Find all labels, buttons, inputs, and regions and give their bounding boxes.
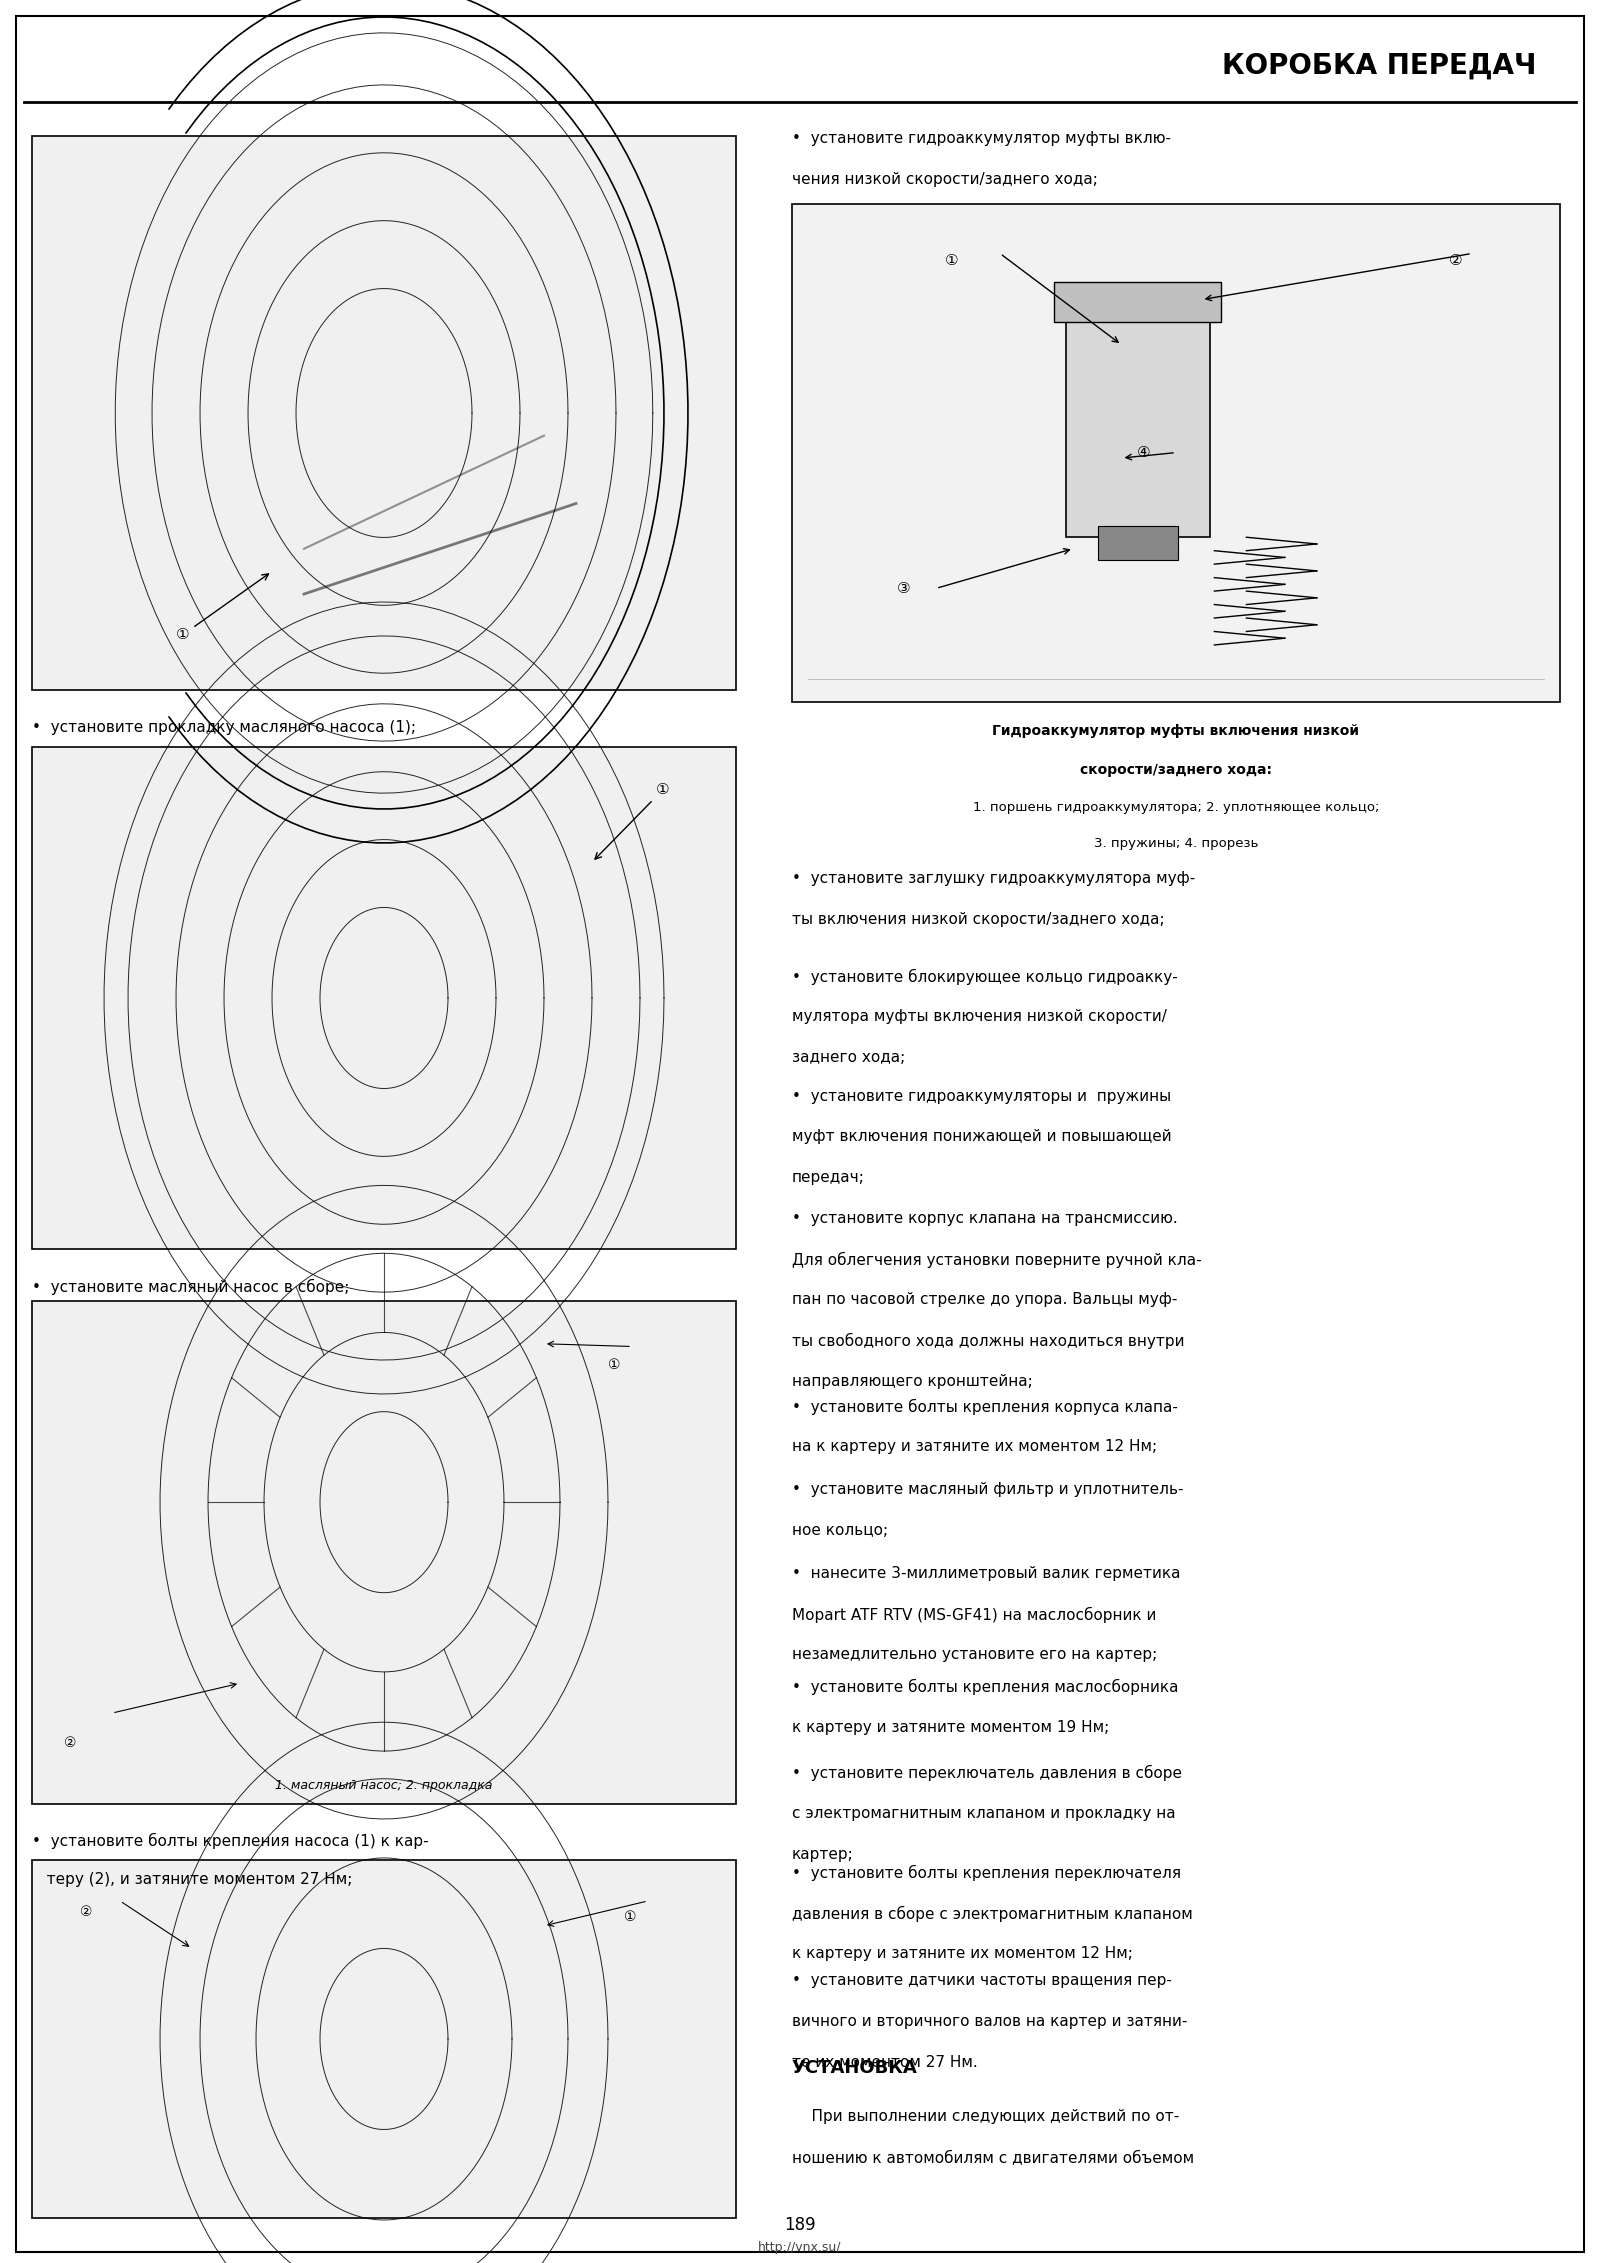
Text: ты включения низкой скорости/заднего хода;: ты включения низкой скорости/заднего ход… (792, 912, 1165, 928)
Text: ③: ③ (898, 582, 910, 595)
Text: давления в сборе с электромагнитным клапаном: давления в сборе с электромагнитным клап… (792, 1905, 1192, 1921)
Bar (1098, 525, 1178, 559)
Bar (1066, 287, 1210, 536)
Text: •  установите болты крепления переключателя: • установите болты крепления переключате… (792, 1865, 1181, 1881)
Text: •  установите прокладку масляного насоса (1);: • установите прокладку масляного насоса … (32, 720, 416, 735)
Text: ①: ① (595, 783, 670, 860)
Text: чения низкой скорости/заднего хода;: чения низкой скорости/заднего хода; (792, 172, 1098, 188)
Text: •  установите блокирующее кольцо гидроакку-: • установите блокирующее кольцо гидроакк… (792, 969, 1178, 984)
Text: заднего хода;: заднего хода; (792, 1050, 906, 1066)
Text: мулятора муфты включения низкой скорости/: мулятора муфты включения низкой скорости… (792, 1009, 1166, 1025)
Text: ношению к автомобилям с двигателями объемом: ношению к автомобилям с двигателями объе… (792, 2150, 1194, 2166)
Text: те их моментом 27 Нм.: те их моментом 27 Нм. (792, 2055, 978, 2071)
Text: пан по часовой стрелке до упора. Вальцы муф-: пан по часовой стрелке до упора. Вальцы … (792, 1292, 1178, 1308)
Text: на к картеру и затяните их моментом 12 Нм;: на к картеру и затяните их моментом 12 Н… (792, 1439, 1157, 1455)
Text: 189: 189 (784, 2215, 816, 2234)
Text: •  установите болты крепления маслосборника: • установите болты крепления маслосборни… (792, 1679, 1179, 1695)
Text: незамедлительно установите его на картер;: незамедлительно установите его на картер… (792, 1647, 1157, 1663)
Text: http://vnx.su/: http://vnx.su/ (758, 2240, 842, 2254)
Bar (32, 1860, 736, 2218)
Text: УСТАНОВКА: УСТАНОВКА (792, 2059, 918, 2077)
Bar (32, 1301, 736, 1804)
Bar (32, 747, 736, 1249)
Text: картер;: картер; (792, 1847, 854, 1862)
Text: •  установите масляный фильтр и уплотнитель-: • установите масляный фильтр и уплотните… (792, 1482, 1184, 1498)
Text: ты свободного хода должны находиться внутри: ты свободного хода должны находиться вну… (792, 1333, 1184, 1349)
Text: •  нанесите 3-миллиметровый валик герметика: • нанесите 3-миллиметровый валик гермети… (792, 1566, 1181, 1582)
Text: •  установите масляный насос в сборе;: • установите масляный насос в сборе; (32, 1279, 349, 1294)
Text: вичного и вторичного валов на картер и затяни-: вичного и вторичного валов на картер и з… (792, 2014, 1187, 2030)
Text: скорости/заднего хода:: скорости/заднего хода: (1080, 763, 1272, 776)
Text: к картеру и затяните моментом 19 Нм;: к картеру и затяните моментом 19 Нм; (792, 1720, 1109, 1736)
Text: к картеру и затяните их моментом 12 Нм;: к картеру и затяните их моментом 12 Нм; (792, 1946, 1133, 1962)
Text: •  установите корпус клапана на трансмиссию.: • установите корпус клапана на трансмисс… (792, 1211, 1178, 1227)
Text: 3. пружины; 4. прорезь: 3. пружины; 4. прорезь (1094, 837, 1258, 851)
Text: ное кольцо;: ное кольцо; (792, 1523, 888, 1539)
Text: Mopart ATF RTV (MS-GF41) на маслосборник и: Mopart ATF RTV (MS-GF41) на маслосборник… (792, 1607, 1157, 1623)
Text: ②: ② (1450, 253, 1462, 267)
Text: •  установите переключатель давления в сборе: • установите переключатель давления в сб… (792, 1765, 1182, 1781)
Text: •  установите болты крепления корпуса клапа-: • установите болты крепления корпуса кла… (792, 1399, 1178, 1414)
Text: КОРОБКА ПЕРЕДАЧ: КОРОБКА ПЕРЕДАЧ (1222, 52, 1536, 79)
Text: 1. поршень гидроаккумулятора; 2. уплотняющее кольцо;: 1. поршень гидроаккумулятора; 2. уплотня… (973, 801, 1379, 815)
Text: ②: ② (64, 1736, 77, 1749)
Text: передач;: передач; (792, 1170, 866, 1186)
Text: 1. масляный насос; 2. прокладка: 1. масляный насос; 2. прокладка (275, 1779, 493, 1792)
Text: направляющего кронштейна;: направляющего кронштейна; (792, 1374, 1032, 1389)
Bar (32, 136, 736, 690)
Text: муфт включения понижающей и повышающей: муфт включения понижающей и повышающей (792, 1129, 1171, 1145)
Text: с электромагнитным клапаном и прокладку на: с электромагнитным клапаном и прокладку … (792, 1806, 1176, 1822)
Text: •  установите гидроаккумулятор муфты вклю-: • установите гидроаккумулятор муфты вклю… (792, 131, 1171, 147)
Text: ②: ② (80, 1905, 93, 1919)
Text: При выполнении следующих действий по от-: При выполнении следующих действий по от- (792, 2109, 1179, 2125)
Text: Гидроаккумулятор муфты включения низкой: Гидроаккумулятор муфты включения низкой (992, 724, 1360, 738)
Bar (792, 204, 1560, 702)
Text: ①: ① (946, 253, 958, 267)
Text: ①: ① (624, 1910, 637, 1924)
Text: •  установите датчики частоты вращения пер-: • установите датчики частоты вращения пе… (792, 1973, 1171, 1989)
Text: •  установите гидроаккумуляторы и  пружины: • установите гидроаккумуляторы и пружины (792, 1089, 1171, 1104)
Text: Для облегчения установки поверните ручной кла-: Для облегчения установки поверните ручно… (792, 1251, 1202, 1267)
Text: теру (2), и затяните моментом 27 Нм;: теру (2), и затяните моментом 27 Нм; (32, 1872, 352, 1887)
Bar (1054, 281, 1221, 321)
Text: ①: ① (608, 1358, 621, 1371)
Text: ④: ④ (1138, 446, 1150, 459)
Text: •  установите заглушку гидроаккумулятора муф-: • установите заглушку гидроаккумулятора … (792, 871, 1195, 887)
Text: ①: ① (176, 575, 269, 643)
Text: •  установите болты крепления насоса (1) к кар-: • установите болты крепления насоса (1) … (32, 1833, 429, 1849)
